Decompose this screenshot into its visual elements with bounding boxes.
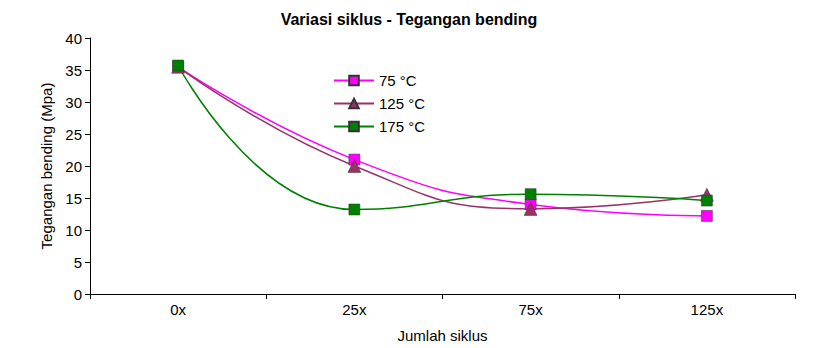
svg-text:175 °C: 175 °C [379,118,425,135]
svg-text:5: 5 [74,254,82,271]
svg-text:75x: 75x [519,301,544,318]
svg-text:10: 10 [65,222,82,239]
svg-text:0x: 0x [170,301,186,318]
svg-text:20: 20 [65,158,82,175]
svg-text:40: 40 [65,30,82,47]
svg-text:Variasi siklus - Tegangan bend: Variasi siklus - Tegangan bending [281,11,538,28]
svg-text:125x: 125x [691,301,724,318]
svg-text:30: 30 [65,94,82,111]
svg-text:75 °C: 75 °C [379,72,417,89]
svg-text:Tegangan bending (Mpa): Tegangan bending (Mpa) [38,83,55,250]
svg-text:25: 25 [65,126,82,143]
svg-text:0: 0 [74,286,82,303]
svg-text:125 °C: 125 °C [379,95,425,112]
svg-text:Jumlah siklus: Jumlah siklus [397,327,487,344]
svg-text:35: 35 [65,62,82,79]
svg-text:15: 15 [65,190,82,207]
svg-text:25x: 25x [342,301,367,318]
